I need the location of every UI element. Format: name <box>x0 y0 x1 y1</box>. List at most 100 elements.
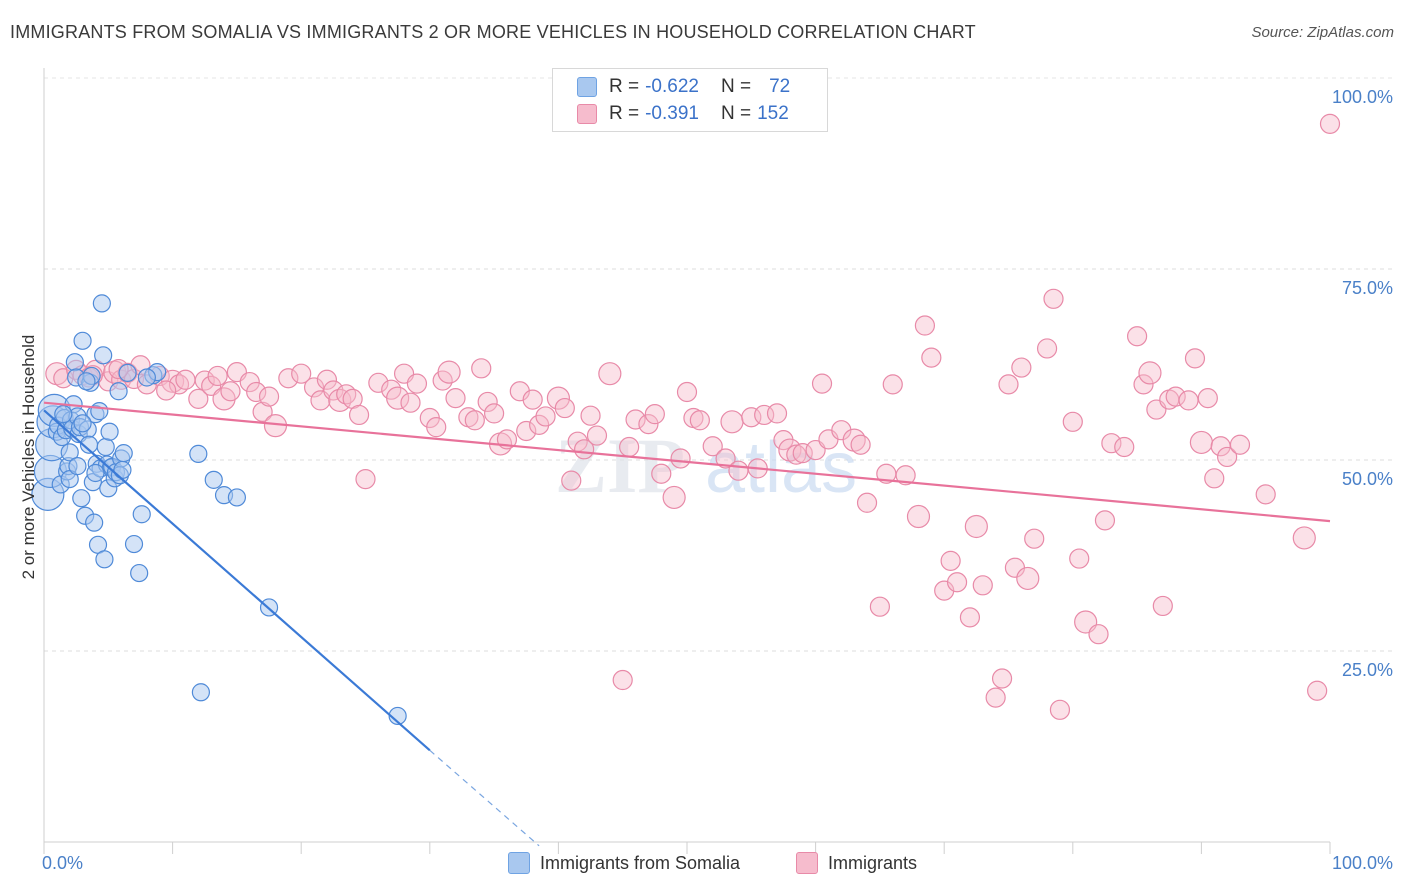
x-tick-label: 100.0% <box>1332 853 1393 873</box>
legend-r-label: R = <box>609 76 640 97</box>
data-point-immigrants <box>754 404 775 426</box>
legend-r-value: -0.622 <box>645 76 699 97</box>
data-point-immigrants <box>869 596 891 617</box>
data-point-immigrants <box>662 485 686 510</box>
data-point-somalia <box>92 294 111 313</box>
data-point-immigrants <box>1133 374 1154 395</box>
data-point-somalia <box>65 353 84 372</box>
data-point-immigrants <box>252 401 273 422</box>
data-point-immigrants <box>612 669 633 691</box>
data-point-immigrants <box>1049 699 1071 720</box>
data-point-somalia <box>86 463 105 483</box>
data-point-immigrants <box>368 372 389 393</box>
data-point-immigrants <box>991 668 1013 689</box>
data-point-immigrants <box>921 347 942 368</box>
data-point-somalia <box>227 488 246 507</box>
legend-label-immigrants: Immigrants <box>828 852 918 873</box>
data-point-immigrants <box>1094 510 1116 531</box>
data-point-immigrants <box>207 365 228 387</box>
data-point-immigrants <box>676 381 698 403</box>
trend-line-immigrants <box>43 401 1331 523</box>
data-point-immigrants <box>194 370 215 391</box>
data-point-immigrants <box>258 386 280 407</box>
data-point-somalia <box>113 460 132 480</box>
data-point-immigrants <box>522 389 543 410</box>
data-point-immigrants <box>1062 411 1083 432</box>
data-point-immigrants <box>188 388 209 409</box>
data-point-immigrants <box>161 369 185 393</box>
data-point-immigrants <box>303 377 325 398</box>
data-point-immigrants <box>598 362 622 386</box>
data-point-immigrants <box>773 430 794 451</box>
data-point-somalia <box>73 331 92 350</box>
data-point-immigrants <box>914 315 936 336</box>
data-point-immigrants <box>586 425 608 446</box>
data-point-immigrants <box>1197 388 1218 409</box>
data-point-immigrants <box>437 360 461 384</box>
legend-item-immigrants: Immigrants <box>796 852 917 874</box>
data-point-immigrants <box>1011 357 1032 378</box>
data-point-somalia <box>132 505 151 524</box>
data-point-immigrants <box>246 381 267 403</box>
legend-swatch-somalia <box>577 77 597 97</box>
data-point-immigrants <box>175 369 196 390</box>
data-point-immigrants <box>580 405 601 426</box>
data-point-immigrants <box>1101 433 1122 454</box>
data-point-somalia <box>204 470 223 489</box>
legend-label-somalia: Immigrants from Somalia <box>540 852 741 873</box>
data-point-immigrants <box>156 380 177 401</box>
y-tick-label: 25.0% <box>1342 660 1393 680</box>
x-tick-label: 0.0% <box>42 853 83 873</box>
data-point-immigrants <box>220 381 241 402</box>
data-point-immigrants <box>1138 361 1162 385</box>
data-point-immigrants <box>464 410 485 431</box>
data-point-somalia <box>72 489 91 508</box>
data-point-immigrants <box>554 397 575 419</box>
legend-swatch-immigrants <box>796 852 818 874</box>
y-tick-label: 100.0% <box>1332 87 1393 107</box>
data-point-somalia <box>137 368 156 387</box>
data-point-somalia <box>54 405 73 424</box>
data-point-immigrants <box>998 374 1019 395</box>
data-point-immigrants <box>445 388 466 409</box>
data-point-immigrants <box>1292 526 1316 550</box>
data-point-immigrants <box>985 687 1006 708</box>
data-point-immigrants <box>670 448 691 469</box>
data-point-immigrants <box>720 410 744 434</box>
trend-line-somalia <box>43 409 431 752</box>
data-point-immigrants <box>1114 436 1135 458</box>
data-point-immigrants <box>1229 434 1251 455</box>
tick-labels: 100.0% 75.0% 50.0% 25.0% 0.0% 100.0% <box>42 87 1393 873</box>
data-point-immigrants <box>786 444 807 465</box>
data-point-immigrants <box>766 403 788 424</box>
data-point-immigrants <box>1189 430 1214 455</box>
data-point-immigrants <box>561 470 582 491</box>
y-tick-label: 75.0% <box>1342 278 1393 298</box>
data-point-immigrants <box>715 448 736 469</box>
data-point-immigrants <box>856 492 878 513</box>
data-point-immigrants <box>400 392 421 413</box>
data-point-immigrants <box>484 403 505 424</box>
data-point-somalia <box>124 534 144 554</box>
data-point-immigrants <box>471 358 492 379</box>
data-point-immigrants <box>355 469 376 490</box>
trend-line-somalia-extension <box>429 749 540 847</box>
data-point-immigrants <box>1204 468 1225 489</box>
data-point-immigrants <box>619 436 640 458</box>
legend-swatch-immigrants <box>577 104 597 124</box>
y-tick-label: 50.0% <box>1342 469 1393 489</box>
legend-n-value: 152 <box>757 103 789 124</box>
data-point-immigrants <box>940 550 961 571</box>
data-point-immigrants <box>811 373 833 394</box>
legend-r-label: R = <box>609 103 640 124</box>
data-point-immigrants <box>1126 326 1148 347</box>
data-point-immigrants <box>239 371 260 393</box>
data-point-immigrants <box>741 407 762 428</box>
data-point-immigrants <box>535 406 556 427</box>
data-point-immigrants <box>644 404 665 425</box>
legend-n-value: 72 <box>769 76 791 97</box>
data-point-immigrants <box>1088 624 1109 645</box>
source-label: Source: ZipAtlas.com <box>1251 24 1394 41</box>
data-point-somalia <box>130 563 149 583</box>
data-point-immigrants <box>316 369 338 390</box>
